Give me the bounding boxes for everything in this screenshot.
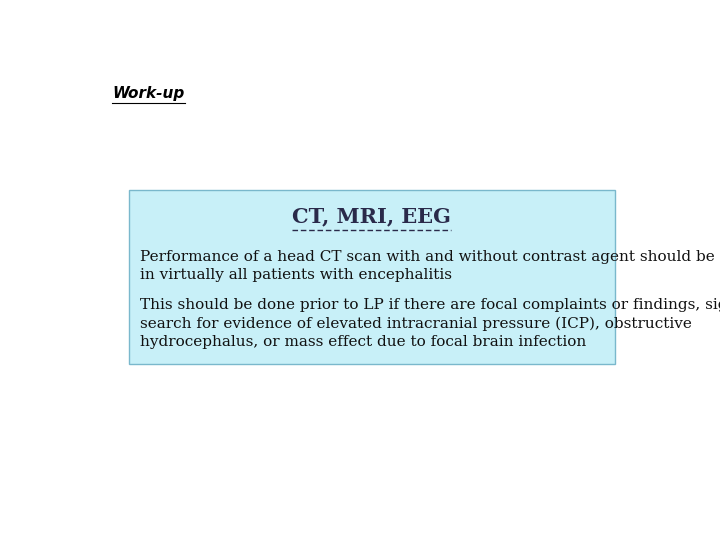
Text: CT, MRI, EEG: CT, MRI, EEG <box>292 207 451 227</box>
FancyBboxPatch shape <box>129 190 615 364</box>
Text: This should be done prior to LP if there are focal complaints or findings, signs: This should be done prior to LP if there… <box>140 298 720 349</box>
Text: Work-up: Work-up <box>112 85 184 100</box>
Text: Performance of a head CT scan with and without contrast agent should be performe: Performance of a head CT scan with and w… <box>140 250 720 282</box>
